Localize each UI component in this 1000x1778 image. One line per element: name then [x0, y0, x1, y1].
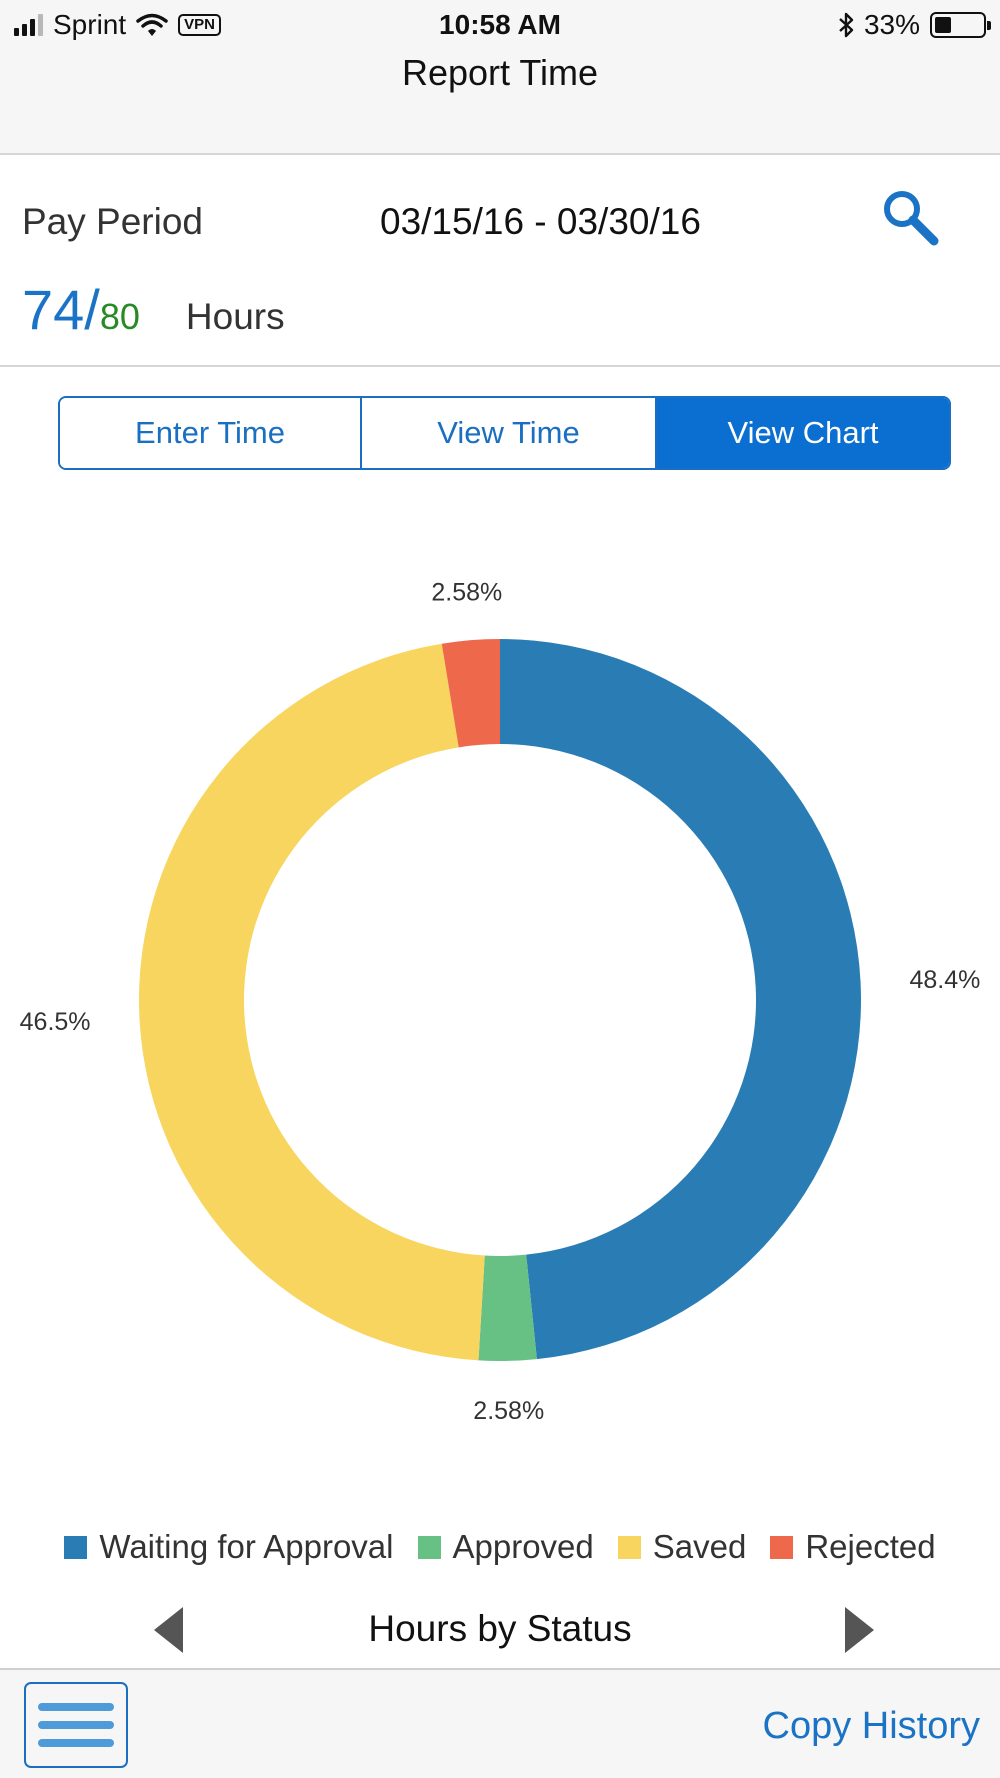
search-icon[interactable]: [880, 187, 942, 249]
hamburger-menu-icon[interactable]: [24, 1682, 128, 1768]
data-label-rejected: 2.58%: [431, 578, 502, 606]
battery-level: [935, 17, 951, 33]
status-bar: Sprint VPN 10:58 AM 33%: [0, 0, 1000, 50]
data-label-waiting-for-approval: 48.4%: [909, 966, 980, 994]
legend-label: Rejected: [805, 1528, 936, 1565]
donut-slice-waiting-for-approval: [500, 639, 861, 1360]
vpn-icon: VPN: [178, 14, 221, 36]
legend-swatch: [417, 1535, 441, 1559]
pay-period-section: Pay Period 03/15/16 - 03/30/16 74 / 80 H…: [0, 155, 1000, 367]
page-title: Report Time: [401, 52, 599, 93]
hours-label: Hours: [185, 296, 285, 337]
legend-swatch: [770, 1535, 794, 1559]
battery-icon: [930, 12, 991, 38]
tab-view-chart[interactable]: View Chart: [655, 398, 949, 468]
triangle-right-icon[interactable]: [833, 1605, 883, 1655]
top-area: Sprint VPN 10:58 AM 33% Report Time: [0, 0, 1000, 155]
legend-label: Waiting for Approval: [99, 1528, 394, 1565]
tab-enter-time[interactable]: Enter Time: [60, 398, 360, 468]
chart-title: Hours by Status: [368, 1608, 632, 1649]
pay-period-dates[interactable]: 03/15/16 - 03/30/16: [380, 201, 701, 242]
legend-item-waiting-for-approval: Waiting for Approval: [64, 1528, 394, 1566]
legend-label: Saved: [652, 1528, 747, 1565]
legend-item-approved: Approved: [417, 1528, 594, 1566]
chart-legend: Waiting for Approval Approved Saved Rejecte…: [0, 1528, 1000, 1566]
donut-slice-rejected: [441, 639, 500, 748]
hours-slash: /: [84, 278, 100, 341]
hours-summary: 74 / 80 Hours: [22, 277, 285, 342]
donut-slice-saved: [138, 643, 485, 1361]
bottom-toolbar: Copy History: [0, 1668, 1000, 1778]
status-right: 33%: [838, 9, 991, 41]
legend-item-saved: Saved: [617, 1528, 747, 1566]
status-left: Sprint VPN: [14, 9, 221, 41]
wifi-icon: [136, 13, 168, 36]
hours-by-status-donut-chart: 48.4% 2.58% 46.5% 2.58%: [20, 578, 981, 1420]
tab-view-time[interactable]: View Time: [360, 398, 655, 468]
copy-history-button[interactable]: Copy History: [762, 1705, 981, 1747]
battery-percent: 33%: [863, 9, 920, 40]
hours-worked: 74: [22, 278, 85, 341]
data-label-saved: 46.5%: [20, 1008, 91, 1036]
legend-swatch: [64, 1535, 88, 1559]
view-segmented-control: Enter Time View Time View Chart: [58, 396, 951, 470]
bluetooth-icon: [839, 12, 854, 38]
legend-item-rejected: Rejected: [770, 1528, 936, 1566]
triangle-left-icon[interactable]: [145, 1605, 195, 1655]
pay-period-label: Pay Period: [22, 201, 203, 242]
carrier-name: Sprint: [53, 9, 127, 40]
data-label-approved: 2.58%: [473, 1397, 544, 1420]
legend-swatch: [617, 1535, 641, 1559]
donut-slice-approved: [478, 1254, 537, 1361]
chart-navigation: Hours by Status: [0, 1600, 1000, 1660]
legend-label: Approved: [452, 1528, 594, 1565]
hours-total: 80: [99, 296, 140, 337]
status-time: 10:58 AM: [439, 9, 561, 40]
signal-icon: [14, 14, 43, 36]
